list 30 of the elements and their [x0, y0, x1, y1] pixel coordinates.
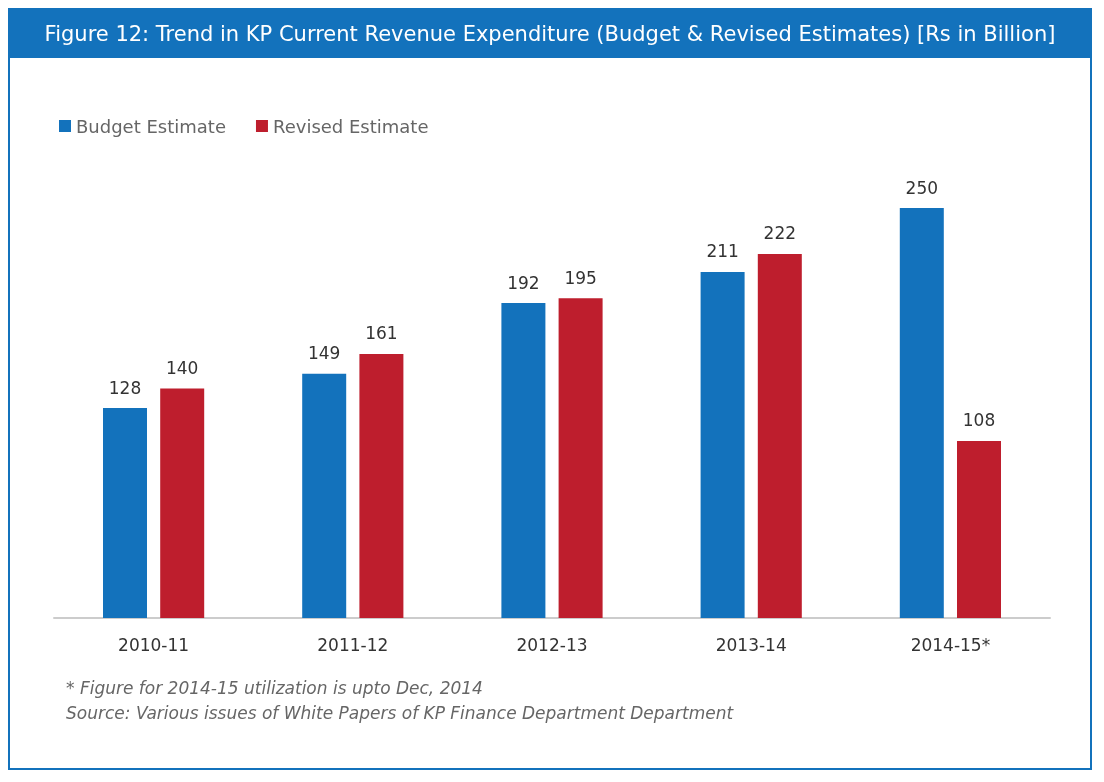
bar [103, 408, 147, 618]
legend-label: Revised Estimate [272, 115, 429, 137]
bar [700, 271, 745, 618]
data-label: 211 [706, 241, 739, 262]
data-label: 161 [365, 323, 398, 344]
bar [558, 298, 603, 618]
data-label: 108 [962, 410, 996, 431]
x-tick-label: 2011-12 [317, 634, 389, 655]
data-label: 128 [108, 377, 142, 398]
source-note: Source: Various issues of White Papers of KP Finance Department Department [66, 702, 735, 725]
bar [757, 253, 802, 618]
legend-label: Budget Estimate [76, 115, 226, 137]
bar [160, 388, 205, 618]
text: * Figure for 2014-15 utilization is upto Dec, 2014 [66, 677, 484, 700]
data-label: 195 [564, 267, 597, 288]
data-label: 149 [307, 343, 341, 364]
data-label: 140 [165, 357, 199, 378]
x-tick-label: 2012-13 [516, 634, 588, 655]
bar [302, 373, 347, 618]
chart-title: Figure 12: Trend in KP Current Revenue Expenditure (Budget & Revised Estimates) [Rs in Billion] [10, 10, 1090, 58]
x-tick-label: 2010-11 [118, 634, 190, 655]
bar [501, 303, 546, 618]
bar [899, 208, 944, 618]
data-label: 250 [905, 177, 939, 198]
data-label: 222 [763, 223, 797, 244]
bar [359, 353, 404, 618]
bar [957, 440, 1001, 618]
data-label: 192 [507, 272, 540, 293]
x-tick-label: 2013-14 [715, 634, 787, 655]
x-tick-label: 2014-15* [910, 634, 991, 655]
